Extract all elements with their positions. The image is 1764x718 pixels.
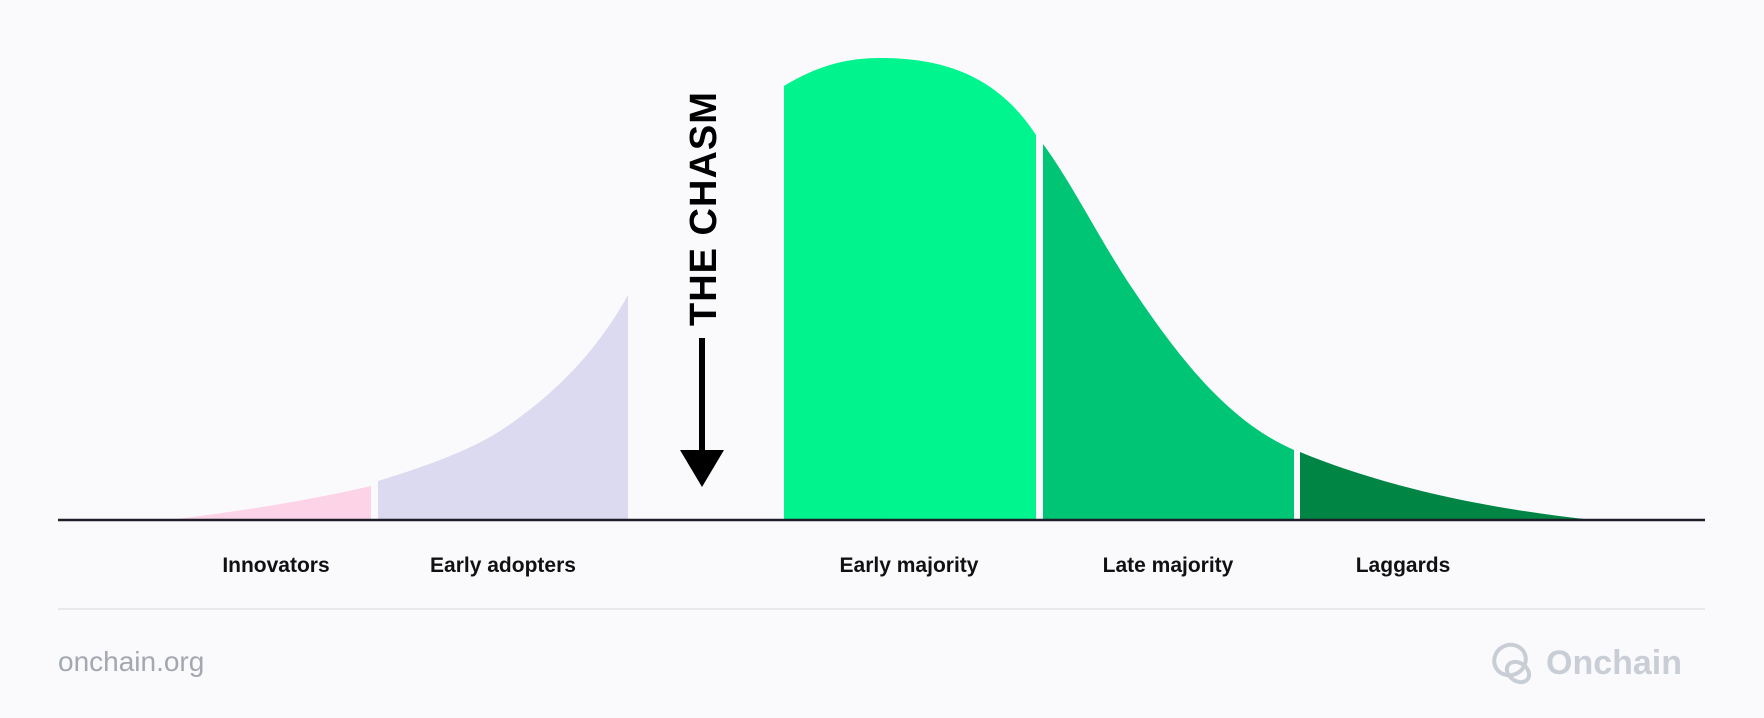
brand-name: Onchain [1546,643,1683,682]
segment-late-majority [1043,144,1294,520]
onchain-logo-icon [1492,642,1532,685]
brand-logo: Onchain [1488,640,1682,686]
segment-innovators [169,486,371,520]
label-early-adopters: Early adopters [430,554,576,577]
site-url: onchain.org [58,646,205,677]
label-innovators: Innovators [222,554,329,577]
label-late-majority: Late majority [1103,554,1234,577]
label-early-majority: Early majority [840,554,979,577]
segment-early-majority-left-shade [784,58,881,520]
segment-early-adopters [378,295,628,520]
label-laggards: Laggards [1356,554,1451,577]
segment-early-majority [784,58,1036,520]
chasm-arrow-head-icon [680,450,724,487]
segment-laggards [1300,452,1593,520]
chasm-label: THE CHASM [683,91,725,326]
